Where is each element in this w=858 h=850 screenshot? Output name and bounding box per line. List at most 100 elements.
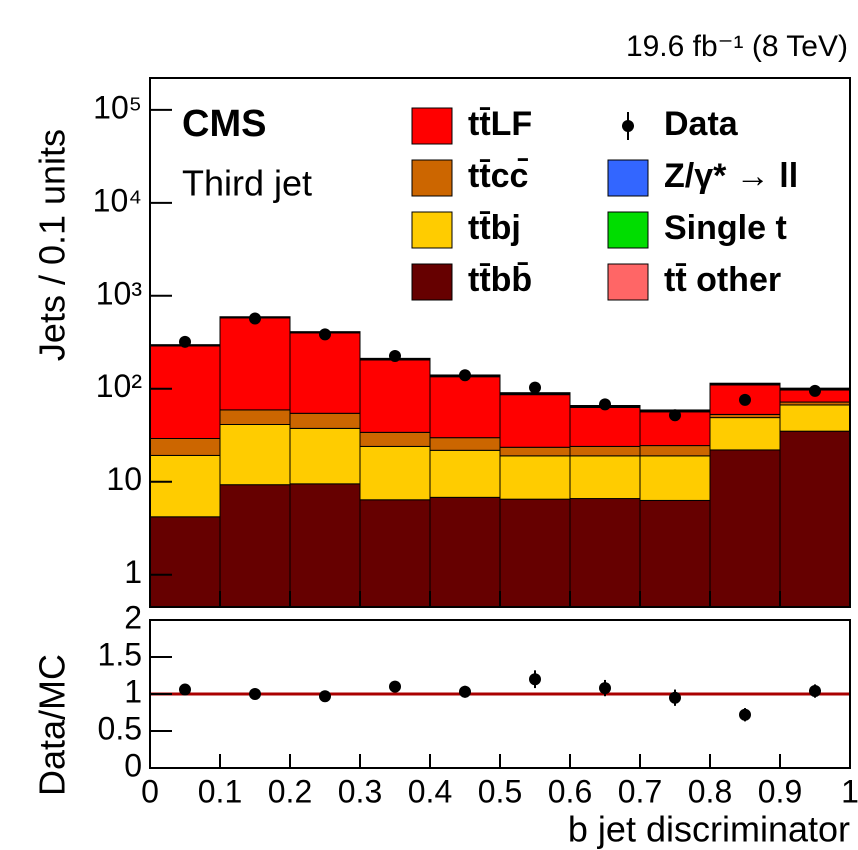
y-axis-label: Jets / 0.1 units [32, 129, 73, 361]
legend-swatch [607, 211, 649, 249]
legend-swatch [411, 107, 453, 145]
histogram-segment [359, 431, 431, 447]
experiment: CMS [182, 103, 266, 145]
histogram-segment [219, 409, 291, 425]
lumi-label: 19.6 fb⁻¹ (8 TeV) [626, 30, 848, 63]
histogram-segment [149, 437, 221, 456]
histogram-segment [569, 406, 641, 447]
y-tick-label: 10³ [96, 275, 143, 311]
histogram-segment [569, 455, 641, 500]
x-axis-label: b jet discriminator [568, 809, 850, 850]
x-tick-label: 0.6 [548, 773, 592, 809]
data-point [249, 312, 261, 325]
histogram-segment [779, 430, 851, 608]
data-point [739, 393, 751, 406]
y-tick-label: 10 [106, 461, 142, 497]
histogram-segment [219, 484, 291, 608]
histogram-segment [709, 382, 781, 385]
legend-swatch [411, 211, 453, 249]
histogram-segment [429, 496, 501, 608]
histogram-segment [429, 437, 501, 451]
histogram-segment [289, 427, 361, 485]
histogram-segment [359, 499, 431, 608]
histogram-segment [639, 455, 711, 501]
ratio-point [599, 682, 611, 695]
x-tick-label: 0 [141, 773, 159, 809]
ratio-point [669, 691, 681, 704]
histogram-segment [709, 449, 781, 608]
legend-label: tt̄ other [664, 261, 781, 299]
histogram-segment [429, 449, 501, 498]
y-tick-label: 0 [124, 747, 142, 783]
y-tick-label: 2 [124, 599, 142, 635]
legend-swatch [607, 159, 649, 197]
x-tick-label: 0.7 [618, 773, 662, 809]
histogram-segment [499, 455, 571, 500]
histogram-segment [149, 345, 221, 439]
ratio-point [179, 683, 191, 696]
y-tick-label: 0.5 [98, 710, 142, 746]
data-point [319, 328, 331, 341]
histogram-segment [289, 483, 361, 608]
histogram-segment [359, 359, 431, 433]
ratio-point [249, 688, 261, 700]
legend-swatch [411, 159, 453, 197]
ratio-point [389, 680, 401, 693]
y-tick-label: 1.5 [98, 636, 142, 672]
data-point [669, 409, 681, 422]
data-point [599, 398, 611, 411]
y-tick-label: 1 [124, 554, 142, 590]
histogram-segment [149, 454, 221, 518]
histogram-segment [429, 376, 501, 439]
x-tick-label: 1 [841, 773, 858, 809]
x-tick-label: 0.9 [758, 773, 802, 809]
legend-label: tt̄bj [468, 209, 521, 247]
x-tick-label: 0.1 [198, 773, 242, 809]
histogram-segment [499, 498, 571, 608]
legend-label: Single t [664, 209, 787, 247]
data-point [389, 350, 401, 363]
histogram-segment [499, 446, 571, 457]
histogram-segment [569, 445, 641, 457]
legend-label: Data [664, 105, 739, 143]
histogram-segment [219, 423, 291, 486]
ratio-point [459, 685, 471, 698]
y-tick-label: 10⁴ [93, 182, 142, 218]
histogram-segment [569, 498, 641, 608]
y-tick-label: 10⁵ [93, 89, 142, 125]
data-point [179, 335, 191, 348]
histogram-segment [639, 445, 711, 457]
legend-label: tt̄LF [468, 105, 532, 143]
histogram-segment [499, 394, 571, 448]
ratio-point [319, 690, 331, 703]
histogram-segment [289, 332, 361, 414]
legend-label: Z/γ* → ll [664, 157, 798, 195]
x-tick-label: 0.8 [688, 773, 732, 809]
y-tick-label: 1 [124, 673, 142, 709]
data-point [809, 384, 821, 397]
ratio-y-axis-label: Data/MC [32, 654, 73, 796]
legend-label: tt̄cc̄ [468, 157, 529, 195]
plot-frame [149, 619, 851, 769]
y-tick-label: 10² [96, 368, 143, 404]
histogram-segment [639, 499, 711, 608]
ratio-point [529, 673, 541, 686]
data-point [529, 381, 541, 394]
histogram-segment [289, 412, 361, 429]
subtitle: Third jet [182, 163, 312, 204]
histogram-segment [779, 404, 851, 432]
ratio-point [739, 708, 751, 721]
histogram-segment [359, 445, 431, 501]
histogram-segment [709, 417, 781, 451]
x-tick-label: 0.4 [408, 773, 452, 809]
histogram-segment [219, 317, 291, 411]
x-tick-label: 0.5 [478, 773, 522, 809]
legend-swatch [411, 263, 453, 301]
legend-label: tt̄bb̄ [468, 261, 532, 299]
x-tick-label: 0.2 [268, 773, 312, 809]
plot-frame [149, 77, 851, 608]
x-tick-label: 0.3 [338, 773, 382, 809]
legend-swatch [607, 263, 649, 301]
